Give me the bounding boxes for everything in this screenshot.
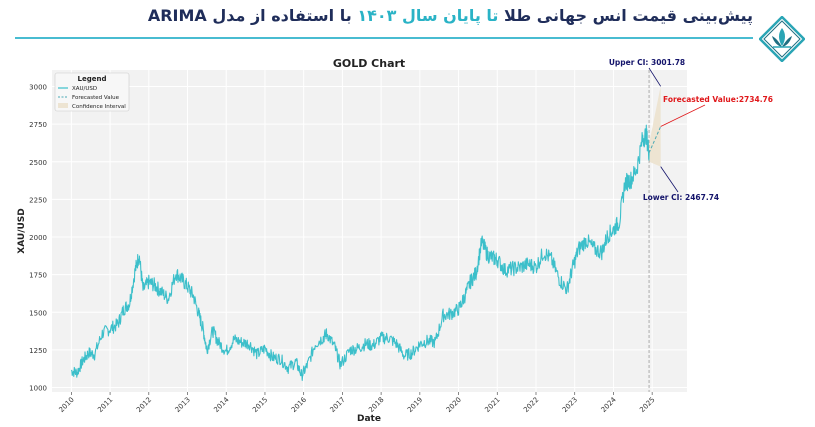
y-tick-label: 2000 bbox=[29, 234, 47, 242]
page-title: پیش‌بینی قیمت انس جهانی طلا تا پایان سال… bbox=[148, 6, 753, 25]
x-tick-label: 2019 bbox=[406, 396, 424, 414]
grid bbox=[52, 70, 687, 392]
legend-entry-series: XAU/USD bbox=[72, 86, 97, 92]
x-tick-label: 2022 bbox=[522, 396, 540, 414]
lotus-diamond-logo-icon bbox=[759, 16, 805, 62]
title-part-3: با استفاده از مدل ARIMA bbox=[147, 6, 352, 25]
xau-usd-series-line bbox=[70, 124, 650, 381]
legend-entry-forecast: Forecasted Value bbox=[72, 95, 120, 101]
lower-ci-arrow bbox=[660, 166, 679, 193]
x-tick-label: 2020 bbox=[445, 396, 463, 414]
x-tick-label: 2023 bbox=[561, 396, 579, 414]
upper-ci-label: Upper CI: 3001.78 bbox=[609, 58, 685, 67]
legend-title: Legend bbox=[78, 75, 107, 83]
y-tick-label: 2500 bbox=[29, 159, 47, 167]
y-tick-label: 1250 bbox=[29, 347, 47, 355]
header-divider bbox=[15, 37, 753, 39]
x-tick-label: 2018 bbox=[367, 396, 385, 414]
annotation-lower-ci: Lower CI: 2467.74 bbox=[643, 166, 719, 202]
x-tick-label: 2011 bbox=[96, 396, 114, 414]
x-tick-label: 2017 bbox=[329, 396, 347, 414]
x-tick-label: 2025 bbox=[638, 396, 656, 414]
y-tick-label: 1000 bbox=[29, 384, 47, 392]
x-tick-label: 2014 bbox=[212, 395, 231, 414]
y-tick-label: 2250 bbox=[29, 196, 47, 204]
annotation-upper-ci: Upper CI: 3001.78 bbox=[609, 58, 685, 87]
legend-box bbox=[54, 72, 130, 112]
legend-swatch-ci bbox=[58, 103, 68, 108]
x-tick-label: 2013 bbox=[174, 396, 192, 414]
x-tick-label: 2016 bbox=[290, 395, 309, 414]
title-part-2: تا پایان سال ۱۴۰۳ bbox=[357, 6, 499, 25]
forecast-label: Forecasted Value:2734.76 bbox=[663, 95, 773, 104]
x-tick-label: 2010 bbox=[58, 396, 76, 414]
y-tick-label: 3000 bbox=[29, 84, 47, 92]
legend: Legend XAU/USD Forecasted Value Confiden… bbox=[54, 72, 130, 112]
upper-ci-arrow bbox=[648, 67, 662, 87]
lower-ci-label: Lower CI: 2467.74 bbox=[643, 193, 719, 202]
plot-area bbox=[52, 70, 687, 392]
x-tick-label: 2021 bbox=[483, 396, 501, 414]
y-tick-label: 2750 bbox=[29, 121, 47, 129]
x-axis-label: Date bbox=[357, 414, 381, 424]
y-tick-label: 1750 bbox=[29, 272, 47, 280]
legend-entry-ci: Confidence Interval bbox=[72, 104, 126, 110]
x-tick-label: 2024 bbox=[600, 395, 619, 414]
y-tick-label: 1500 bbox=[29, 309, 47, 317]
chart-title: GOLD Chart bbox=[333, 57, 405, 70]
y-axis-label: XAU/USD bbox=[17, 208, 27, 253]
forecast-arrow bbox=[660, 104, 706, 127]
title-part-1: پیش‌بینی قیمت انس جهانی طلا bbox=[504, 6, 753, 25]
annotation-forecast: Forecasted Value:2734.76 bbox=[660, 95, 773, 127]
x-tick-label: 2015 bbox=[251, 396, 269, 414]
x-tick-label: 2012 bbox=[135, 396, 153, 414]
